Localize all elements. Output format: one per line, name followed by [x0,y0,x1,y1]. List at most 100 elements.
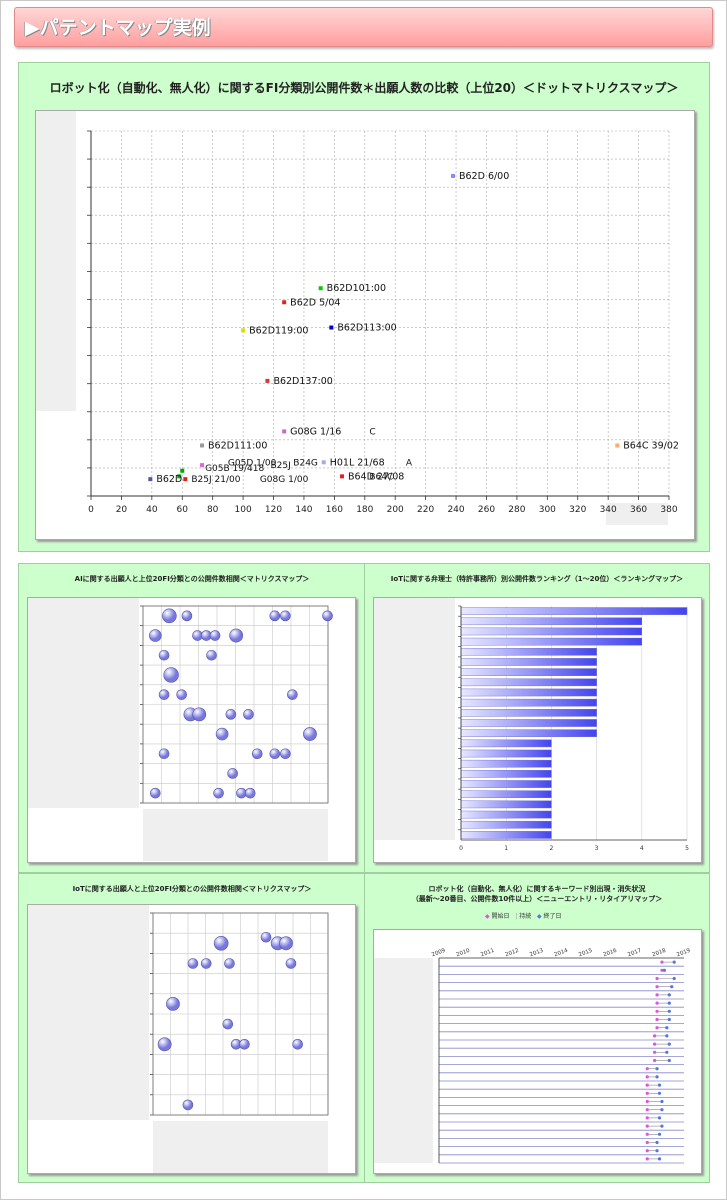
data-point-label: B62D119:00 [249,325,308,336]
year-label: 2014 [554,948,570,959]
data-point-label: B25J 21/00 [191,475,240,485]
keyword-start-marker [655,1017,659,1022]
keyword-end-marker [657,1157,662,1161]
iot-ranking-frame: 0 1 2 3 4 5 [373,597,702,863]
ranking-bar [460,607,688,615]
bubble [213,787,224,799]
data-point-label: B62D 5/04 [290,297,340,308]
keyword-end-marker [667,1009,671,1013]
data-point [615,443,620,448]
data-point [177,474,182,479]
data-point [451,173,456,178]
data-point-label: B62D111:00 [208,440,267,451]
keyword-timeline-panel: ロボット化（自動化、無人化）に関するキーワード別出現・消失状況 （最新～20番目… [364,873,710,1183]
x-axis-label-area [606,503,668,525]
iot-ranking-chart: 0 1 2 3 4 5 [374,598,689,852]
rank-label-area [374,598,455,840]
bubble [239,1039,250,1050]
bubble [158,689,170,700]
year-label: 2009 [431,948,447,959]
year-label: 2019 [676,948,692,959]
page-header-banner: ▶パテントマップ実例 [14,7,713,47]
data-point [200,463,205,468]
main-chart-title: ロボット化（自動化、無人化）に関するFI分類別公開件数＊出願人数の比較（上位20… [49,81,679,95]
bubble [187,958,199,969]
data-point-label: B24G [293,458,318,468]
ranking-bar [460,647,597,656]
ai-matrix-title: AIに関する出願人と上位20FI分類との公開件数相関＜マトリクスマップ＞ [74,575,310,583]
keyword-start-marker [655,1009,659,1013]
keyword-timeline-frame: 2009 2010 2011 2012 2013 2014 2015 2016 2017 2018… [373,929,702,1174]
ranking-bar [460,698,597,707]
year-label: 2017 [627,948,643,959]
bubble [285,958,297,969]
keyword-start-marker [653,1034,657,1038]
data-point-label: B62D101:00 [327,283,386,294]
keyword-end-marker [657,1091,662,1095]
x-tick-label: 0 [459,845,463,852]
data-point [241,328,246,333]
bubble [229,628,244,643]
data-point-label: B25J [270,461,290,471]
x-tick-label: 5 [685,845,689,852]
ai-matrix-frame [27,597,356,863]
x-tick-label: 360 [630,505,647,515]
keyword-start-marker [655,1001,659,1005]
keyword-start-marker [645,1091,649,1095]
bubble [213,935,229,951]
bubble [251,748,263,760]
keyword-start-marker [645,1132,649,1136]
data-point [148,477,153,482]
legend-marker-start: ◆ [485,913,490,920]
x-tick-label: 340 [600,505,617,515]
keyword-start-marker [653,1050,657,1054]
bubble [287,689,298,700]
legend-end: 終了日 [543,913,562,920]
x-tick-label: 380 [660,505,677,515]
year-label: 2016 [603,948,619,959]
x-tick-label: 2 [549,845,553,852]
x-tick-label: 220 [417,505,434,515]
keyword-end-marker [667,993,671,997]
keyword-timeline-chart: 2009 2010 2011 2012 2013 2014 2015 2016 2017 2018… [374,948,692,1164]
keyword-start-marker [660,960,664,964]
ranking-bar [460,820,552,829]
bubble [166,997,180,1011]
ranking-bar [460,627,643,636]
bubble [269,610,281,622]
plot-border [152,912,329,1116]
keyword-end-marker [672,976,676,981]
legend-marker-continue: | [515,913,518,920]
data-point-label: B64D 27/08 [348,471,404,482]
x-tick-label: 300 [539,505,556,515]
bubble [182,1099,194,1111]
data-point [183,477,188,482]
x-tick-label: 140 [295,505,312,515]
x-tick-label: 4 [640,845,644,852]
data-point [321,460,326,465]
data-point-label: G08G 1/00 [260,475,309,485]
x-tick-label: 120 [265,505,282,515]
ranking-bar [460,729,597,737]
bubble [150,787,161,799]
data-point-label: B62D 6/00 [459,171,509,182]
bubble [158,748,170,760]
bubble [206,649,217,661]
keyword-timeline-title: ロボット化（自動化、無人化）に関するキーワード別出現・消失状況 [428,885,646,893]
data-point [200,443,205,448]
row-label-area [28,598,139,808]
ranking-bar [460,678,597,687]
keyword-start-marker [645,1099,649,1104]
bubble [149,629,162,642]
keyword-start-marker [655,1026,659,1030]
year-label: 2013 [529,948,545,959]
ranking-bar [460,831,552,839]
keyword-end-marker [655,1067,659,1071]
bubble [181,610,193,622]
iot-matrix-title: IoTに関する出願人と上位20FI分類との公開件数相関＜マトリクスマップ＞ [72,885,312,893]
keyword-start-marker [653,1058,657,1063]
iot-bubble-chart [28,905,329,1173]
bubble [158,649,170,661]
ranking-bar [460,637,643,646]
ranking-bar [460,759,552,768]
